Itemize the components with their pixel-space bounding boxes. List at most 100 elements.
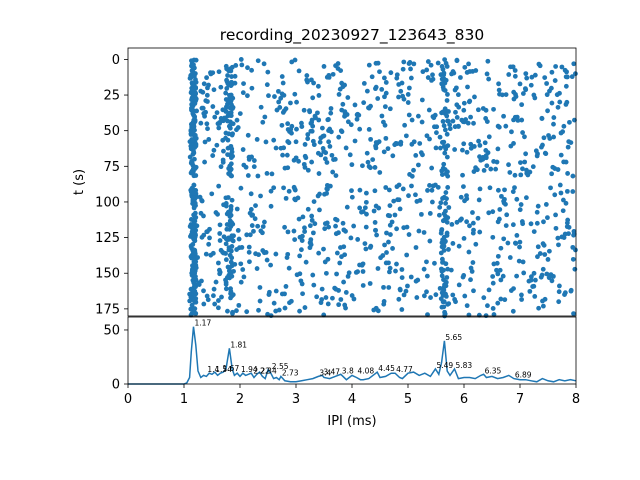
raster-point [462,293,468,299]
raster-point [521,270,527,276]
raster-point [531,229,537,235]
raster-point [309,217,315,223]
raster-point [552,78,558,83]
raster-point [394,261,399,267]
raster-point [470,210,475,215]
raster-y-tick-label: 0 [112,53,120,68]
raster-point [308,237,314,243]
raster-point [406,193,411,199]
raster-point [246,244,252,250]
raster-point [199,105,205,111]
raster-point [405,92,411,97]
raster-point [281,185,286,191]
raster-point [514,232,520,238]
raster-point [558,152,564,158]
raster-point [323,270,329,276]
raster-point [261,250,267,256]
histogram-y-tick-label: 0 [112,378,120,393]
raster-point [291,184,297,190]
raster-point [195,255,200,260]
raster-point [461,100,467,106]
raster-point [387,203,393,208]
raster-point [249,67,254,73]
raster-point [225,308,230,314]
raster-point [373,227,378,233]
raster-point [483,148,489,153]
raster-point [557,182,563,188]
raster-point [571,311,576,317]
raster-point [210,153,216,158]
raster-point [349,188,354,194]
raster-point [292,57,298,63]
raster-point [247,210,253,216]
raster-point [461,273,467,278]
raster-point [390,153,396,159]
raster-point [349,194,355,200]
raster-point [225,264,231,270]
raster-point [564,74,570,80]
raster-point [207,235,212,241]
raster-point [260,119,266,125]
raster-point [258,228,264,234]
raster-point [325,256,331,262]
raster-point [384,250,389,255]
histogram-x-tick-label: 2 [236,392,244,407]
raster-point [326,116,331,122]
peak-label: 5.49 [436,361,453,370]
raster-point [486,210,492,216]
raster-point [442,150,448,156]
raster-point [307,223,313,229]
raster-point [296,158,301,164]
raster-point [286,188,292,194]
raster-point [549,278,555,284]
raster-point [562,231,568,237]
raster-point [193,57,199,63]
raster-point [559,234,565,240]
raster-point [438,200,444,206]
raster-point [494,267,499,273]
raster-point [196,280,201,286]
raster-point [337,260,343,266]
raster-frame [127,47,577,317]
raster-point [255,58,261,64]
raster-point [506,162,511,168]
raster-point [517,244,522,250]
histogram-x-tick-label: 3 [292,392,300,407]
raster-point [220,107,226,113]
peak-label: 4.45 [378,364,395,373]
raster-point [454,102,460,108]
raster-point [503,223,509,228]
raster-point [348,235,354,241]
raster-point [544,92,550,98]
raster-point [189,63,194,69]
raster-point [367,281,373,286]
histogram-panel: 1.17 1.81 1.41.541.67 1.942.222.342.552.73 3… [103,316,580,429]
raster-point [443,213,448,219]
raster-point [448,267,454,273]
raster-point [396,82,402,87]
raster-point [455,123,461,129]
raster-point [450,118,456,124]
raster-point [351,223,357,229]
raster-point [299,233,305,239]
raster-point [211,286,217,292]
raster-point [485,58,491,64]
peak-label: 2.34 [260,366,277,375]
raster-point [234,247,240,252]
raster-point [399,275,405,280]
raster-point [273,288,279,294]
raster-point [315,110,320,116]
raster-point [359,262,365,268]
raster-point [188,160,194,166]
raster-y-axis-label: t (s) [72,169,87,195]
raster-point [310,230,316,236]
raster-point [428,62,434,68]
raster-point [191,113,197,119]
raster-point [236,236,242,242]
raster-point [381,298,387,304]
raster-point [201,81,207,87]
raster-point [213,279,219,285]
raster-point [563,102,569,107]
raster-point [518,160,523,165]
raster-point [537,251,543,256]
